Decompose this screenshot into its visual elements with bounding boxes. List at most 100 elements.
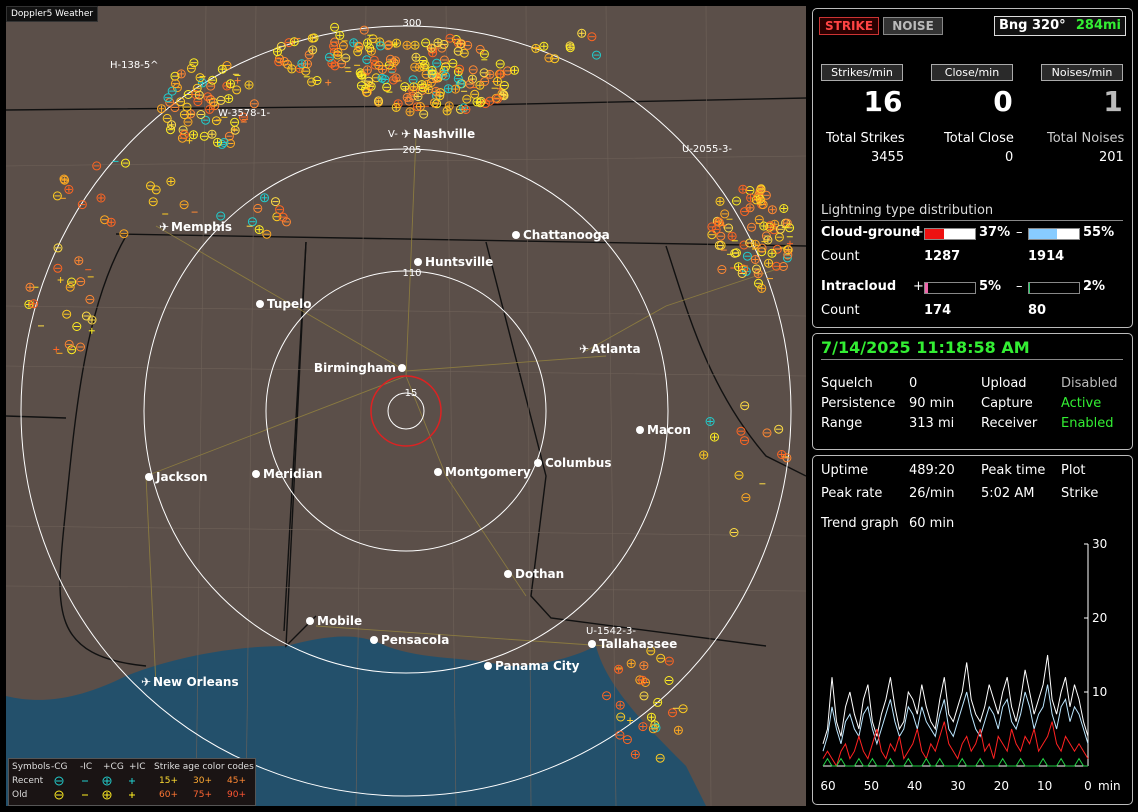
city-marker[interactable]: Meridian [252,467,322,481]
strike-marker [119,229,129,239]
storm-cell-label[interactable]: U-2055-3- [682,144,732,155]
city-marker[interactable]: Columbus [534,456,612,470]
city-dot-icon [256,300,264,308]
lightning-map[interactable]: 15 110 205 300 H-138-5^ W-3578-1- V- U-2055-3-… [6,6,806,806]
city-dot-icon [145,473,153,481]
strike-marker [638,675,648,685]
trend-series-line [822,757,1088,767]
strike-marker [409,82,419,92]
strike-marker [740,436,749,446]
strike-marker [410,40,420,50]
strike-marker [413,92,423,101]
bearing-angle: Bng 320° [999,18,1066,33]
strike-marker [729,528,739,537]
strike-marker [176,69,186,79]
noises-per-min-label: Noises/min [1041,64,1123,81]
capture-label: Capture [981,396,1033,411]
city-marker[interactable]: Huntsville [414,255,493,269]
city-label: Chattanooga [523,228,610,242]
storm-cell-label[interactable]: U-1542-3- [586,626,636,637]
strike-marker [52,191,62,201]
strike-marker [754,278,763,288]
strike-marker [707,222,717,232]
strike-marker [338,41,348,51]
city-dot-icon [512,231,520,239]
strike-button[interactable]: STRIKE [819,17,879,35]
strike-marker [410,62,420,72]
strike-marker [495,59,505,69]
legend-age-75: 75+ [193,790,212,800]
storm-cell-label[interactable]: V- [388,129,398,140]
strike-marker [775,224,785,234]
strike-marker [655,753,665,763]
city-label: Jackson [155,470,208,484]
city-marker[interactable]: ✈ Memphis [159,220,232,234]
city-dot-icon [636,426,644,434]
city-marker[interactable]: Birmingham [314,361,406,375]
strike-marker [710,432,719,442]
strike-marker [753,269,763,279]
strike-marker [208,75,218,85]
ic-positive-count: 174 [924,303,952,318]
city-marker[interactable]: Macon [636,423,691,437]
city-marker[interactable]: ✈ Atlanta [579,342,641,356]
strike-marker [493,94,502,104]
city-marker[interactable]: Pensacola [370,633,449,647]
city-marker[interactable]: Mobile [306,614,362,628]
strike-marker [289,37,299,47]
strike-marker [419,109,429,119]
strike-marker [273,47,282,57]
total-noises-label: Total Noises [1047,131,1125,146]
strike-marker [213,137,222,147]
strike-marker [747,222,757,232]
city-marker[interactable]: Tallahassee [588,637,677,651]
strike-marker [443,84,453,94]
strike-marker [714,217,724,227]
city-marker[interactable]: Dothan [504,567,564,581]
noise-button[interactable]: NOISE [883,17,943,35]
city-marker[interactable]: ✈ Nashville [401,127,475,141]
strike-marker [391,41,398,48]
strike-marker [427,66,437,75]
city-marker[interactable]: Jackson [145,470,208,484]
strike-marker [179,200,189,210]
strike-marker [456,39,466,49]
strike-marker [224,94,234,104]
city-marker[interactable]: Montgomery [434,465,531,479]
city-marker[interactable]: Tupelo [256,297,312,311]
strike-marker [626,659,636,669]
total-noises-value: 201 [1099,150,1124,165]
legend-age-30: 30+ [193,776,212,786]
city-dot-icon [306,617,314,625]
range-ring-label: 300 [402,18,421,29]
strike-marker [312,76,322,85]
strike-marker [148,197,158,207]
strike-marker [745,238,755,248]
strike-marker [592,50,601,60]
city-label: Macon [647,423,691,437]
strike-marker [363,38,372,48]
city-marker[interactable]: ✈ New Orleans [141,675,239,689]
city-label: Meridian [263,467,322,481]
highways [145,135,787,687]
strike-marker [475,44,485,54]
strike-status-panel: STRIKE NOISE Bng 320° 284mi Strikes/min … [812,8,1133,328]
strike-marker [325,79,332,86]
storm-cell-label[interactable]: H-138-5^ [110,60,159,71]
strike-marker [479,68,489,78]
strike-marker [106,217,116,227]
legend-header-pos-cg: +CG [103,762,124,772]
capture-value: Active [1061,396,1102,411]
map-canvas[interactable]: 15 110 205 300 H-138-5^ W-3578-1- V- U-2055-3-… [6,6,806,806]
city-marker[interactable]: Panama City [484,659,580,673]
city-marker[interactable]: Chattanooga [512,228,610,242]
strike-marker [468,65,478,75]
cg-positive-bar [924,228,976,240]
strike-marker [178,125,188,135]
strike-marker [207,129,217,139]
storm-cell-label[interactable]: W-3578-1- [218,108,271,119]
strike-marker [284,38,294,48]
settings-panel: 7/14/2025 11:18:58 AM Squelch 0 Upload D… [812,333,1133,450]
legend-header-neg-cg: -CG [51,762,68,772]
strike-marker [707,230,717,240]
